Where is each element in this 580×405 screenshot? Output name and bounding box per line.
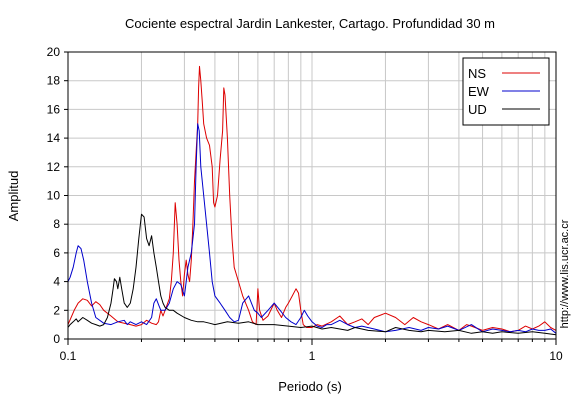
x-tick-label: 0.1 bbox=[60, 349, 77, 363]
y-tick-label: 18 bbox=[47, 74, 61, 88]
series-layer bbox=[67, 65, 557, 336]
legend-label-ns: NS bbox=[468, 66, 486, 81]
y-tick-label: 2 bbox=[53, 303, 60, 317]
y-tick-label: 20 bbox=[47, 45, 61, 59]
x-tick-label: 10 bbox=[549, 349, 563, 363]
watermark-url: http://www.lis.ucr.ac.cr bbox=[559, 219, 571, 328]
y-tick-label: 6 bbox=[53, 246, 60, 260]
ticks: 0 2 4 6 8 10 12 14 16 18 20 0.1 1 10 bbox=[47, 45, 563, 363]
y-tick-label: 16 bbox=[47, 102, 61, 116]
series-line-ud bbox=[67, 213, 557, 336]
y-axis-label: Amplitud bbox=[6, 171, 21, 222]
legend-label-ud: UD bbox=[468, 102, 487, 117]
chart-title: Cociente espectral Jardin Lankester, Car… bbox=[125, 16, 495, 31]
y-tick-label: 8 bbox=[53, 217, 60, 231]
x-tick-label: 1 bbox=[309, 349, 316, 363]
legend: NS EW UD bbox=[462, 57, 550, 126]
series-line-ew bbox=[67, 123, 557, 334]
y-tick-label: 4 bbox=[53, 275, 60, 289]
y-tick-label: 0 bbox=[53, 332, 60, 346]
x-axis-label: Periodo (s) bbox=[278, 379, 342, 394]
y-tick-label: 12 bbox=[47, 160, 61, 174]
legend-label-ew: EW bbox=[468, 84, 490, 99]
y-tick-label: 10 bbox=[47, 189, 61, 203]
series-line-ns bbox=[67, 65, 557, 333]
y-tick-label: 14 bbox=[47, 131, 61, 145]
